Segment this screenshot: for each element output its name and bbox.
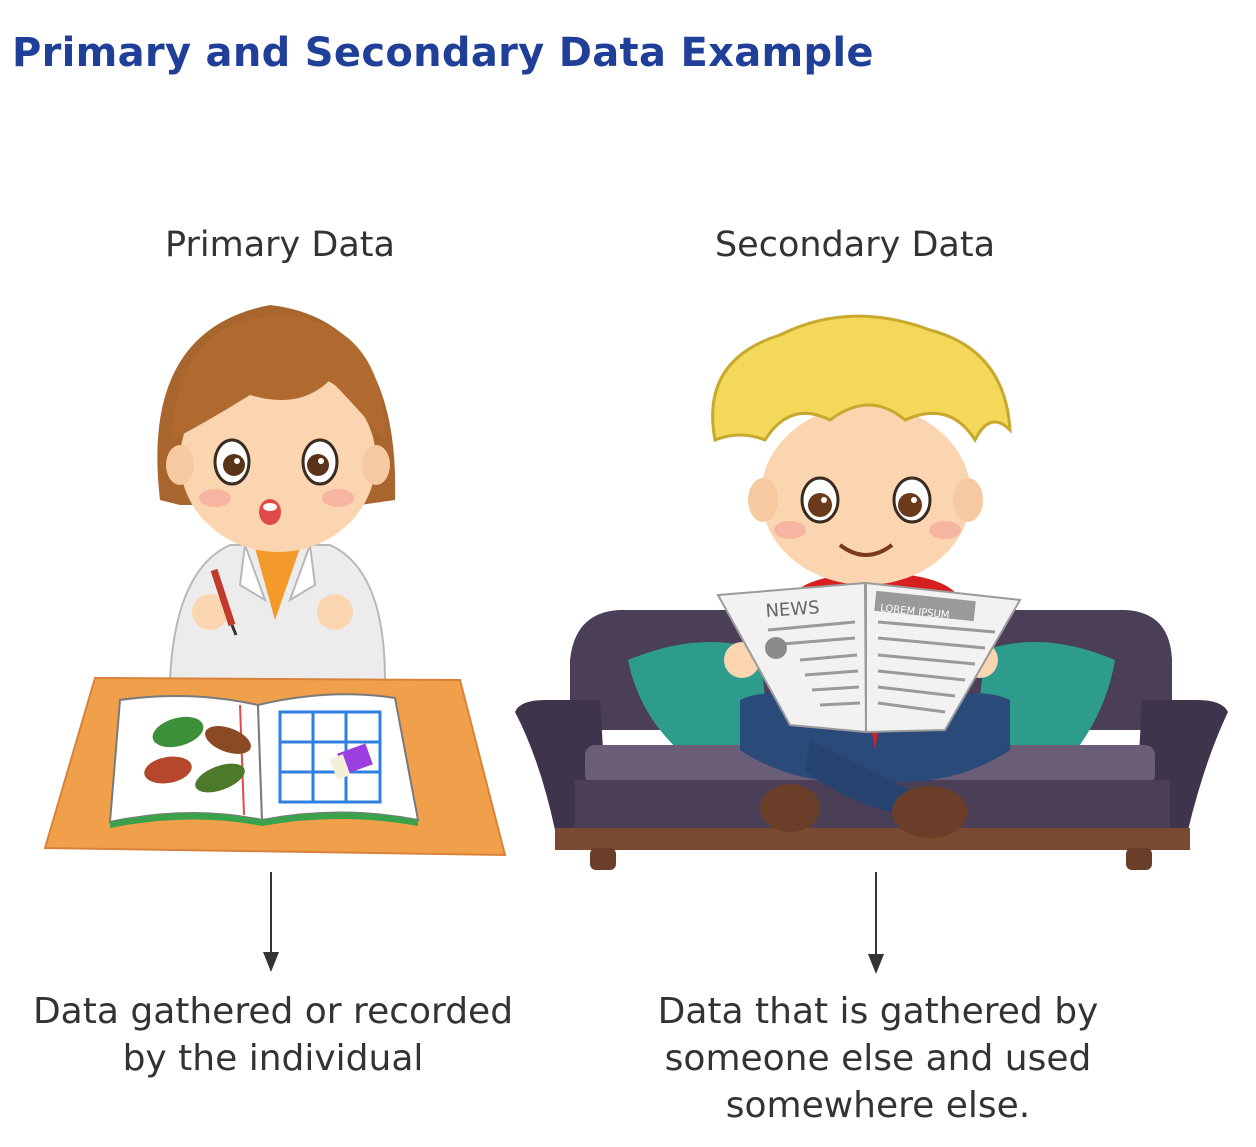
- secondary-description-line-3: somewhere else.: [725, 1085, 1031, 1126]
- primary-data-label: Primary Data: [165, 225, 395, 265]
- secondary-data-label: Secondary Data: [714, 225, 996, 265]
- secondary-arrow: [868, 872, 884, 974]
- primary-arrow: [263, 872, 279, 972]
- secondary-data-description: Data that is gathered by someone else an…: [578, 988, 1178, 1129]
- page-title: Primary and Secondary Data Example: [12, 30, 874, 76]
- newspaper-masthead: NEWS: [765, 597, 820, 622]
- boy-reading-newspaper-illustration: NEWS LOREM IPSUM: [515, 314, 1228, 870]
- primary-description-line-2: by the individual: [122, 1038, 424, 1079]
- primary-description-line-1: Data gathered or recorded: [32, 991, 514, 1032]
- girl-with-notebook-illustration: [43, 305, 507, 857]
- secondary-description-line-2: someone else and used: [664, 1038, 1092, 1079]
- primary-data-description: Data gathered or recorded by the individ…: [0, 988, 573, 1082]
- secondary-description-line-1: Data that is gathered by: [657, 991, 1099, 1032]
